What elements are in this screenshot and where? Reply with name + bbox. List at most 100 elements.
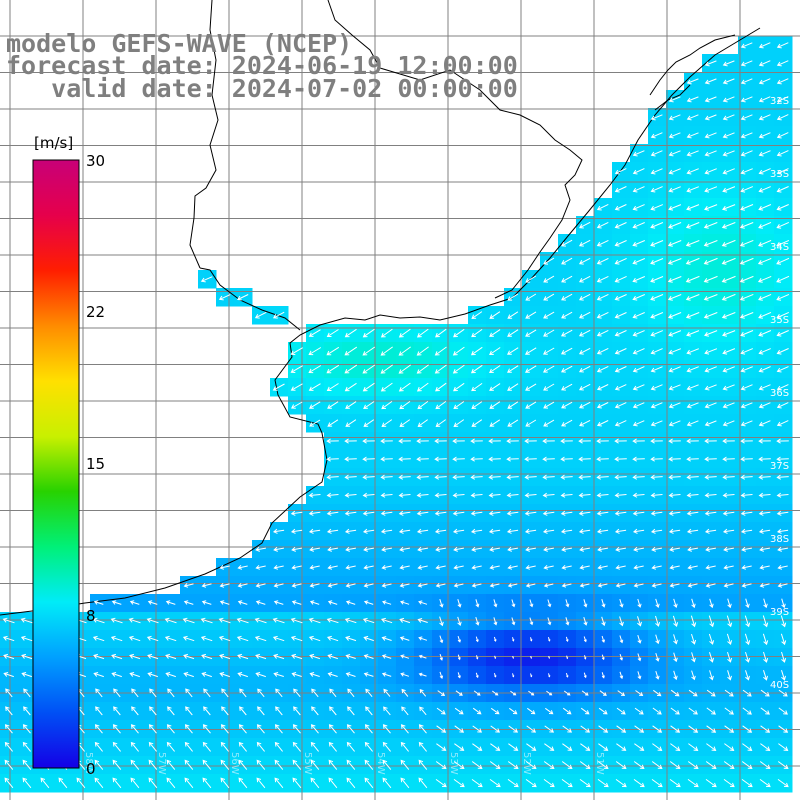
wind-arrow: [418, 636, 428, 641]
wind-arrow: [2, 617, 15, 624]
wind-arrow: [418, 654, 427, 659]
wind-arrow: [309, 583, 320, 588]
wind-arrow: [237, 672, 248, 678]
wind-arrow: [399, 636, 410, 641]
wind-arrow: [327, 672, 338, 677]
wind-arrow: [579, 583, 590, 588]
wind-arrow: [685, 222, 700, 229]
wind-arrow: [650, 204, 663, 211]
wind-arrow: [579, 778, 591, 788]
wind-arrow: [739, 239, 754, 247]
wind-arrow: [596, 347, 609, 355]
wind-arrow: [776, 330, 789, 337]
wind-arrow: [328, 724, 337, 734]
wind-arrow: [525, 761, 537, 770]
wind-arrow: [583, 672, 587, 679]
latitude-label: 35S: [770, 315, 789, 326]
wind-arrow: [721, 275, 736, 283]
wind-arrow: [759, 761, 771, 770]
wind-arrow: [614, 420, 627, 427]
wind-arrow: [129, 600, 140, 605]
wind-arrow: [744, 615, 751, 628]
wind-arrow: [686, 204, 700, 211]
wind-arrow: [309, 600, 320, 605]
wind-arrow: [722, 330, 736, 337]
wind-arrow: [650, 456, 663, 462]
wind-arrow: [381, 672, 392, 677]
wind-arrow: [687, 778, 699, 788]
wind-arrow: [740, 366, 753, 373]
wind-arrow: [780, 615, 787, 628]
wind-arrow: [363, 583, 374, 588]
wind-arrow: [723, 583, 734, 588]
wind-arrow: [489, 583, 500, 588]
wind-arrow: [543, 583, 554, 588]
wind-arrow: [776, 492, 789, 498]
wind-arrow: [23, 706, 31, 716]
wind-arrow: [691, 633, 697, 645]
wind-arrow: [778, 689, 788, 697]
wind-arrow: [722, 114, 735, 121]
latitude-label: 37S: [770, 461, 789, 472]
wind-arrow: [494, 655, 497, 660]
wind-arrow: [131, 688, 139, 698]
wind-arrow: [345, 635, 357, 642]
wind-arrow: [758, 492, 771, 498]
wind-arrow: [399, 583, 410, 588]
wind-arrow: [489, 419, 501, 427]
wind-arrow: [614, 492, 627, 498]
wind-arrow: [651, 564, 662, 570]
wind-arrow: [723, 546, 734, 552]
wind-arrow: [758, 132, 771, 139]
wind-arrow: [598, 743, 609, 751]
wind-arrow: [741, 761, 753, 770]
wind-arrow: [21, 653, 33, 660]
wind-arrow: [418, 741, 427, 752]
wind-arrow: [40, 777, 50, 789]
wind-arrow: [578, 456, 591, 462]
wind-arrow: [542, 438, 555, 444]
wind-arrow: [668, 168, 681, 175]
wind-arrow: [400, 654, 410, 659]
wind-arrow: [762, 633, 769, 646]
wind-arrow: [455, 690, 463, 696]
wind-arrow: [686, 78, 699, 85]
wind-arrow: [417, 564, 428, 570]
wind-arrow: [344, 528, 357, 534]
wind-arrow: [470, 510, 483, 516]
wind-arrow: [655, 615, 661, 627]
wind-arrow: [650, 492, 663, 498]
wind-arrow: [726, 633, 733, 645]
wind-arrow: [435, 583, 446, 588]
wind-arrow: [398, 382, 411, 392]
wind-arrow: [273, 600, 284, 605]
wind-arrow: [634, 707, 644, 715]
wind-arrow: [434, 456, 447, 462]
wind-arrow: [434, 492, 447, 498]
wind-arrow: [309, 672, 320, 677]
wind-arrow: [362, 364, 376, 374]
wind-arrow: [220, 759, 230, 770]
wind-arrow: [272, 617, 285, 624]
wind-arrow: [362, 510, 375, 516]
wind-arrow: [650, 528, 663, 534]
wind-arrow: [291, 583, 302, 588]
wind-arrow: [601, 672, 605, 679]
wind-arrow: [632, 474, 645, 480]
wind-arrow: [112, 724, 121, 734]
wind-arrow: [708, 615, 715, 628]
wind-arrow: [526, 725, 537, 733]
wind-arrow: [727, 651, 733, 663]
wind-arrow: [758, 186, 771, 193]
wind-arrow: [237, 653, 249, 660]
wind-arrow: [453, 382, 465, 392]
wind-arrow: [596, 221, 609, 229]
wind-arrow: [272, 635, 285, 642]
wind-arrow: [722, 78, 735, 85]
wind-arrow: [272, 528, 285, 534]
wind-arrow: [493, 673, 497, 678]
wind-arrow: [763, 651, 769, 663]
wind-arrow: [454, 743, 465, 751]
wind-arrow: [290, 510, 303, 516]
wind-arrow: [721, 239, 736, 247]
